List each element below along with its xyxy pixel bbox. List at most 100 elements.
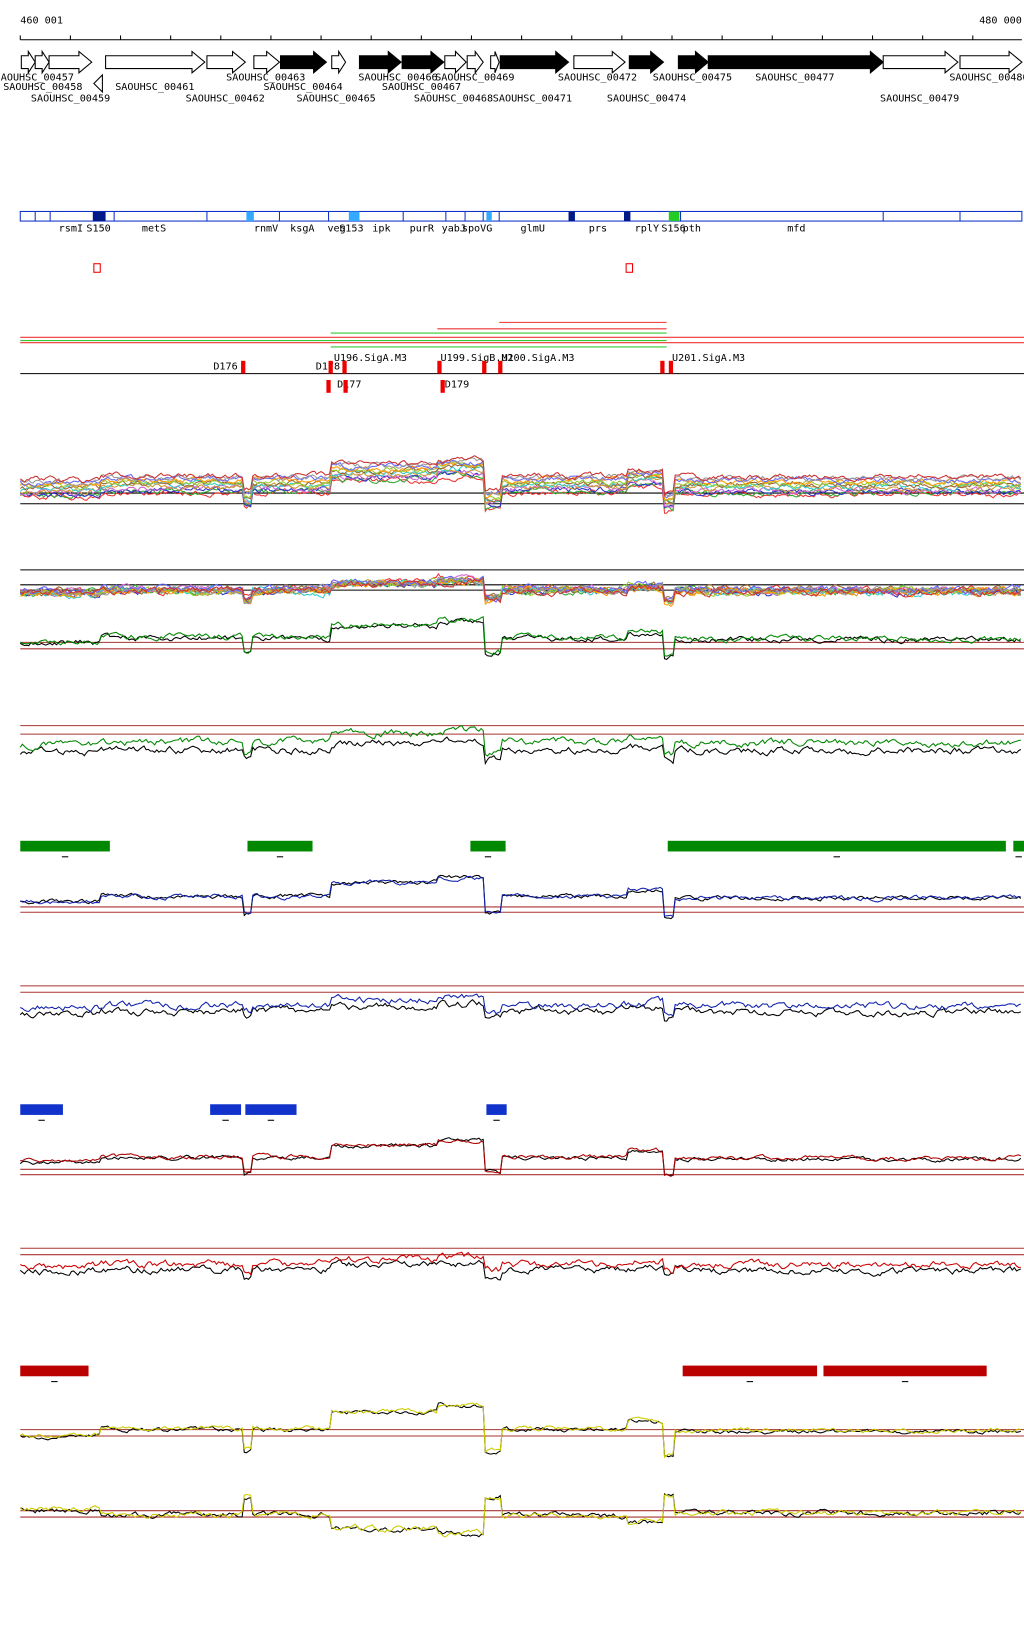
annotation-mark — [440, 380, 445, 393]
region-bar — [470, 840, 506, 852]
region-label: mfd — [787, 224, 805, 235]
marker — [625, 263, 634, 273]
annotation-mark — [437, 360, 442, 374]
region-label: pth — [683, 224, 701, 235]
gene-arrow — [280, 50, 328, 74]
gene-label: SAOUHSC_00465 — [297, 94, 376, 105]
expression-trace — [19, 455, 1022, 497]
expression-trace — [19, 736, 1022, 766]
annotation-label: U201.SigA.M3 — [672, 353, 745, 364]
expression-trace — [20, 993, 1021, 1017]
expression-trace — [20, 1492, 1022, 1538]
gene-label: SAOUHSC_00463 — [226, 72, 305, 83]
gene-arrow — [253, 50, 281, 74]
gene-arrow — [401, 50, 445, 74]
region-label: spoVG — [462, 224, 492, 235]
marker — [93, 263, 101, 273]
annotation-label: D178 — [316, 361, 340, 372]
gene-arrow — [206, 50, 247, 74]
annotation-mark — [343, 380, 348, 393]
expression-trace — [19, 578, 1022, 604]
region-label: ksgA — [290, 224, 314, 235]
region-label: S156 — [661, 224, 685, 235]
region-label: S153 — [339, 224, 363, 235]
region-bar — [486, 1104, 507, 1115]
region-bar — [245, 1104, 297, 1115]
region-block — [486, 211, 492, 222]
gene-arrow — [34, 49, 50, 75]
expression-trace — [19, 1402, 1021, 1459]
expression-trace — [19, 575, 1022, 603]
annotation-label: D177 — [337, 379, 361, 390]
region-block — [568, 211, 575, 222]
gene-label: SAOUHSC_00472 — [558, 72, 637, 83]
ruler-start: 460 001 — [20, 16, 63, 27]
gene-label: SAOUHSC_00475 — [653, 72, 732, 83]
region-bar — [210, 1104, 242, 1115]
expression-trace — [20, 475, 1021, 514]
expression-trace — [20, 470, 1022, 512]
gene-label: SAOUHSC_00468 — [414, 94, 493, 105]
gene-arrow — [707, 50, 885, 74]
gene-label: SAOUHSC_00457 — [0, 72, 74, 83]
gene-label: SAOUHSC_00466 — [358, 72, 437, 83]
region-label: ipk — [372, 224, 390, 235]
gene-arrow — [48, 50, 93, 74]
region-block — [348, 211, 360, 222]
annotation-mark — [328, 360, 333, 374]
gene-label: SAOUHSC_00480 — [949, 72, 1024, 83]
region-label: S150 — [86, 224, 110, 235]
gene-arrow — [105, 50, 206, 74]
annotation-mark — [482, 360, 487, 374]
region-block — [246, 211, 254, 222]
region-label: metS — [142, 224, 166, 235]
gene-arrow — [882, 50, 959, 74]
expression-trace — [20, 576, 1022, 605]
annotation-mark — [660, 360, 665, 374]
gene-label: SAOUHSC_00477 — [755, 72, 834, 83]
gene-arrow — [677, 50, 710, 74]
region-bar — [682, 1365, 818, 1377]
region-bar — [20, 1365, 89, 1377]
region-label: rplY — [635, 224, 659, 235]
region-label: yabJ — [442, 224, 466, 235]
expression-trace — [19, 1137, 1022, 1177]
expression-trace — [19, 724, 1021, 757]
annotation-mark — [668, 360, 674, 374]
region-bar — [667, 840, 1006, 852]
gene-arrow — [331, 49, 347, 75]
region-block — [92, 211, 106, 222]
region-bar — [823, 1365, 987, 1377]
expression-trace — [19, 576, 1022, 605]
region-block — [624, 211, 631, 222]
region-bar — [1013, 840, 1024, 852]
gene-label: SAOUHSC_00469 — [435, 72, 514, 83]
expression-trace — [19, 1259, 1021, 1281]
gene-arrow — [20, 49, 36, 75]
expression-trace — [19, 457, 1022, 498]
region-track — [19, 210, 1023, 222]
gene-arrow — [628, 50, 665, 74]
expression-trace — [20, 1139, 1022, 1177]
gene-arrow — [490, 51, 500, 73]
gene-label: SAOUHSC_00471 — [493, 94, 572, 105]
annotation-label: D179 — [445, 379, 469, 390]
region-label: prs — [589, 224, 607, 235]
expression-trace — [19, 1493, 1022, 1538]
gene-arrow — [358, 50, 402, 74]
expression-trace — [20, 461, 1021, 501]
region-label: glmU — [521, 224, 545, 235]
annotation-mark — [498, 360, 503, 374]
annotation-label: U196.SigA.M3 — [334, 353, 407, 364]
expression-trace — [19, 999, 1022, 1022]
gene-label: SAOUHSC_00467 — [382, 82, 461, 93]
expression-trace — [20, 875, 1021, 918]
gene-arrow — [499, 50, 570, 74]
annotation-mark — [342, 360, 347, 374]
gene-arrow — [444, 50, 467, 75]
gene-label: SAOUHSC_00462 — [186, 94, 265, 105]
gene-label: SAOUHSC_00459 — [31, 94, 110, 105]
gene-arrow — [573, 50, 626, 74]
gene-label: SAOUHSC_00458 — [3, 82, 82, 93]
